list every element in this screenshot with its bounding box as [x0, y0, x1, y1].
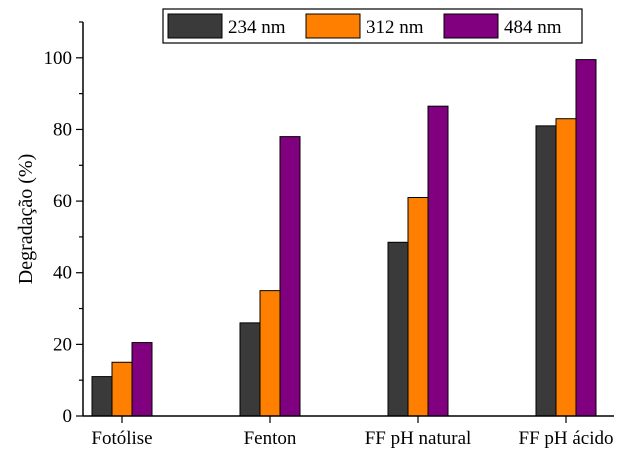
legend-swatch — [443, 13, 499, 39]
bar-1-0 — [239, 322, 261, 417]
legend-swatch — [305, 13, 361, 39]
legend-frame — [162, 8, 583, 44]
bar-2-1 — [407, 197, 429, 417]
bar-0-1 — [111, 361, 133, 417]
bar-3-0 — [535, 125, 557, 417]
y-tick-label: 40 — [53, 263, 72, 284]
legend-swatch — [167, 13, 223, 39]
legend: 234 nm 312 nm 484 nm — [162, 8, 583, 44]
y-ticks-group: 0 20 40 60 80 100 — [44, 21, 83, 427]
x-tick-label: FF pH ácido — [519, 428, 614, 449]
bar-3-1 — [555, 118, 577, 417]
legend-label: 484 nm — [504, 17, 562, 38]
bar-2-0 — [387, 241, 409, 417]
y-tick-label: 80 — [53, 119, 72, 140]
x-tick-label: FF pH natural — [365, 428, 472, 449]
x-tick-label: Fotólise — [91, 428, 152, 449]
legend-label: 312 nm — [366, 17, 424, 38]
x-ticks-group: Fotólise Fenton FF pH natural FF pH ácido — [91, 416, 614, 449]
bar-0-2 — [131, 342, 153, 417]
y-tick-label: 100 — [44, 48, 73, 69]
y-tick-label: 60 — [53, 191, 72, 212]
y-axis-title: Degradação (%) — [15, 154, 37, 284]
bar-3-2 — [575, 59, 597, 417]
y-tick-label: 0 — [63, 406, 73, 427]
bar-1-2 — [279, 136, 301, 417]
bar-2-2 — [427, 105, 449, 417]
bar-0-0 — [91, 376, 113, 417]
axes-group — [82, 22, 614, 417]
legend-label: 234 nm — [228, 17, 286, 38]
bar-1-1 — [259, 290, 281, 417]
y-tick-label: 20 — [53, 334, 72, 355]
bars-group — [91, 59, 597, 417]
x-tick-label: Fenton — [244, 428, 297, 449]
